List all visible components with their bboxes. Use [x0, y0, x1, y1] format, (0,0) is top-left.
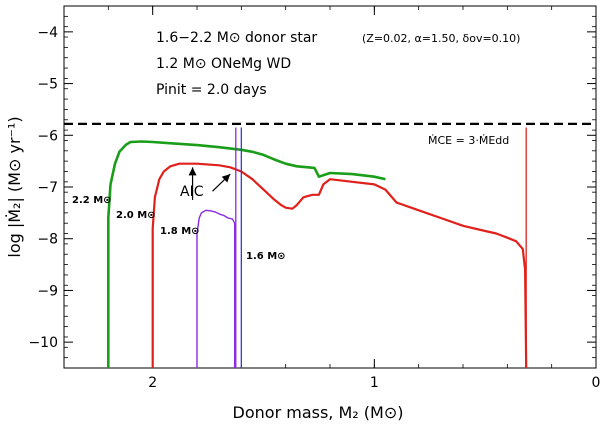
- annotation-aic: AIC: [180, 184, 204, 200]
- series-line-2: [196, 209, 236, 368]
- annotation-wd: 1.2 M⊙ ONeMg WD: [156, 56, 291, 72]
- y-tick-label: −9: [37, 283, 58, 299]
- plot-frame: [63, 5, 597, 369]
- y-tick-label: −8: [37, 232, 58, 248]
- annotation-params: (Z=0.02, α=1.50, δov=0.10): [362, 32, 520, 45]
- annotation-donor: 1.6−2.2 M⊙ donor star: [156, 30, 317, 46]
- annotation-pinit: Pinit = 2.0 days: [156, 82, 267, 98]
- aic-arrow-1-head: [188, 167, 197, 176]
- series-line-1: [151, 162, 528, 369]
- ticks: [63, 5, 597, 369]
- label-2-0: 2.0 M⊙: [116, 210, 156, 221]
- vertical-lines: [235, 127, 527, 368]
- label-1-6: 1.6 M⊙: [246, 251, 286, 262]
- y-tick-label: −6: [37, 128, 58, 144]
- y-axis-label: log |Ṁ₂| (M⊙ yr⁻¹): [5, 116, 24, 257]
- label-1-8: 1.8 M⊙: [160, 226, 200, 237]
- aic-arrow-2-head: [221, 174, 231, 183]
- x-tick-label: 2: [148, 375, 157, 391]
- tick-labels: −10 −9 −8 −7 −6 −5 −4 2 1 0: [28, 25, 600, 391]
- x-axis-label: Donor mass, M₂ (M⊙): [233, 403, 404, 422]
- y-tick-label: −10: [28, 335, 58, 351]
- annotation-mce: ṀCE = 3·ṀEdd: [428, 134, 509, 147]
- y-tick-label: −5: [37, 77, 58, 93]
- x-tick-label: 1: [370, 375, 379, 391]
- aic-arrows: [188, 167, 231, 200]
- series-group: [107, 140, 528, 369]
- y-tick-label: −7: [37, 180, 58, 196]
- label-2-2: 2.2 M⊙: [72, 195, 112, 206]
- x-tick-label: 0: [592, 375, 600, 391]
- y-tick-label: −4: [37, 25, 58, 41]
